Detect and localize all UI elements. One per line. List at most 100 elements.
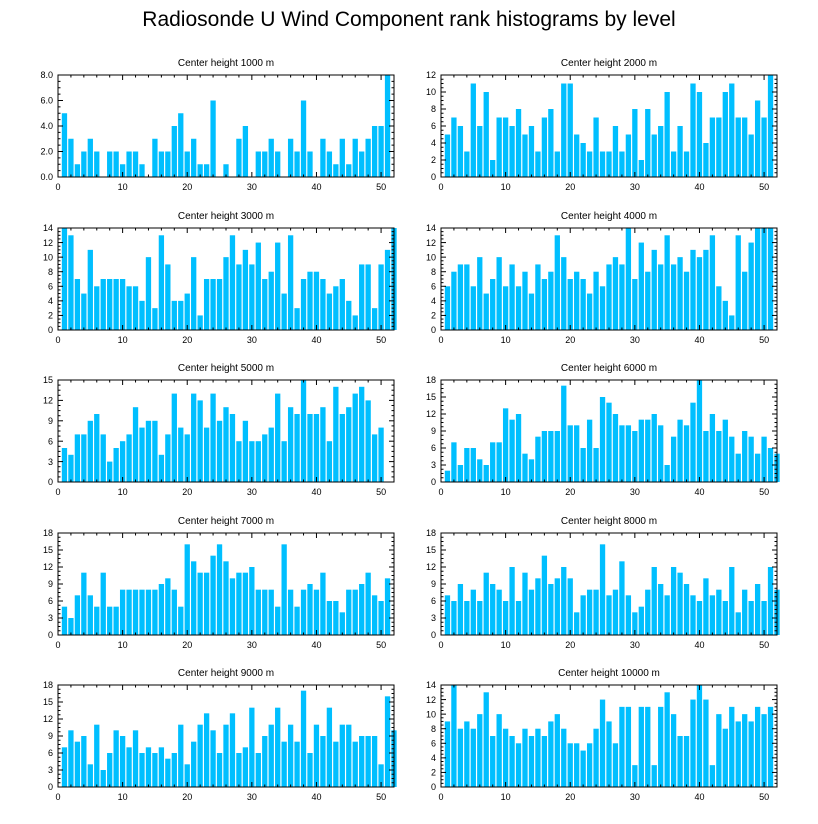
histogram-bar	[638, 242, 644, 330]
histogram-bar	[339, 612, 345, 635]
histogram-bar	[515, 743, 522, 787]
histogram-bar	[378, 427, 384, 482]
histogram-bar	[574, 134, 580, 177]
histogram-bar	[313, 414, 320, 482]
histogram-bar	[262, 279, 268, 330]
histogram-bar	[748, 134, 754, 177]
histogram-bar	[197, 572, 203, 635]
histogram-bar	[477, 714, 483, 787]
x-tick-label: 40	[694, 335, 704, 345]
histogram-bar	[612, 589, 619, 635]
histogram-bar	[139, 427, 145, 482]
histogram-bar	[262, 589, 268, 635]
histogram-bar	[152, 589, 158, 635]
histogram-bar	[371, 434, 378, 482]
histogram-bar	[352, 589, 358, 635]
x-tick-label: 50	[376, 792, 386, 802]
histogram-bar	[113, 730, 119, 787]
y-tick-label: 14	[426, 223, 436, 233]
y-tick-label: 0	[431, 325, 436, 335]
histogram-bar	[268, 271, 274, 330]
histogram-bar	[645, 419, 651, 482]
histogram-bar	[384, 696, 391, 787]
y-tick-label: 8	[431, 104, 436, 114]
histogram-bar	[464, 448, 470, 482]
histogram-bar	[171, 393, 177, 482]
histogram-bar	[567, 83, 573, 177]
histogram-bar	[359, 264, 365, 330]
histogram-bar	[490, 584, 496, 635]
histogram-bar	[515, 286, 522, 330]
histogram-bar	[586, 589, 593, 635]
histogram-bar	[184, 293, 190, 330]
histogram-bar	[632, 765, 638, 787]
histogram-bar	[612, 414, 619, 482]
y-tick-label: 0	[431, 782, 436, 792]
y-tick-label: 3	[431, 613, 436, 623]
histogram-bar	[126, 286, 132, 330]
y-tick-label: 8.0	[40, 70, 53, 80]
histogram-bar	[754, 706, 761, 787]
y-tick-label: 2.0	[40, 147, 53, 157]
histogram-bar	[651, 765, 657, 787]
histogram-bar	[754, 228, 761, 330]
histogram-bar	[496, 117, 502, 177]
histogram-bar	[359, 386, 365, 482]
histogram-bar	[716, 589, 722, 635]
y-tick-label: 12	[426, 695, 436, 705]
histogram-bar	[735, 453, 741, 482]
histogram-bar	[300, 100, 307, 177]
histogram-bar	[470, 286, 476, 330]
histogram-bar	[294, 151, 300, 177]
histogram-bar	[709, 117, 716, 177]
histogram-bar	[119, 279, 126, 330]
histogram-bar	[255, 753, 261, 787]
histogram-bar	[223, 407, 229, 482]
x-tick-label: 20	[565, 182, 575, 192]
histogram-bar	[470, 83, 476, 177]
histogram-bar	[690, 402, 696, 482]
histogram-bar	[483, 465, 489, 482]
x-tick-label: 20	[565, 640, 575, 650]
histogram-bar	[158, 747, 165, 787]
histogram-bar	[632, 431, 638, 482]
histogram-bar	[606, 264, 612, 330]
y-tick-label: 0	[48, 477, 53, 487]
histogram-bar	[612, 743, 619, 787]
y-tick-label: 18	[43, 528, 53, 538]
y-tick-label: 9	[431, 579, 436, 589]
histogram-bar	[152, 308, 158, 330]
histogram-bar	[165, 758, 171, 787]
x-tick-label: 50	[759, 640, 769, 650]
histogram-bar	[287, 407, 294, 482]
histogram-bar	[664, 692, 670, 787]
histogram-bar	[294, 414, 300, 482]
x-tick-label: 30	[247, 335, 257, 345]
histogram-bar	[761, 117, 767, 177]
histogram-bar	[145, 589, 152, 635]
histogram-bar	[87, 595, 93, 635]
x-tick-label: 20	[182, 335, 192, 345]
histogram-bar	[535, 264, 541, 330]
histogram-bar	[535, 151, 541, 177]
histogram-bar	[464, 151, 470, 177]
y-tick-label: 15	[43, 545, 53, 555]
histogram-bar	[541, 431, 548, 482]
histogram-bar	[619, 561, 625, 635]
histogram-bar	[100, 770, 106, 787]
histogram-bar	[333, 286, 339, 330]
panel-title: Center height 7000 m	[177, 516, 275, 527]
histogram-bar	[722, 601, 728, 635]
histogram-bar	[262, 736, 268, 787]
x-tick-label: 50	[759, 487, 769, 497]
histogram-bar	[352, 741, 358, 787]
histogram-bar	[178, 606, 184, 635]
y-tick-label: 15	[426, 545, 436, 555]
histogram-bar	[625, 228, 632, 330]
histogram-bar	[502, 286, 509, 330]
histogram-bar	[61, 606, 68, 635]
histogram-bar	[61, 448, 68, 482]
histogram-bar	[690, 249, 696, 330]
x-tick-label: 30	[630, 487, 640, 497]
